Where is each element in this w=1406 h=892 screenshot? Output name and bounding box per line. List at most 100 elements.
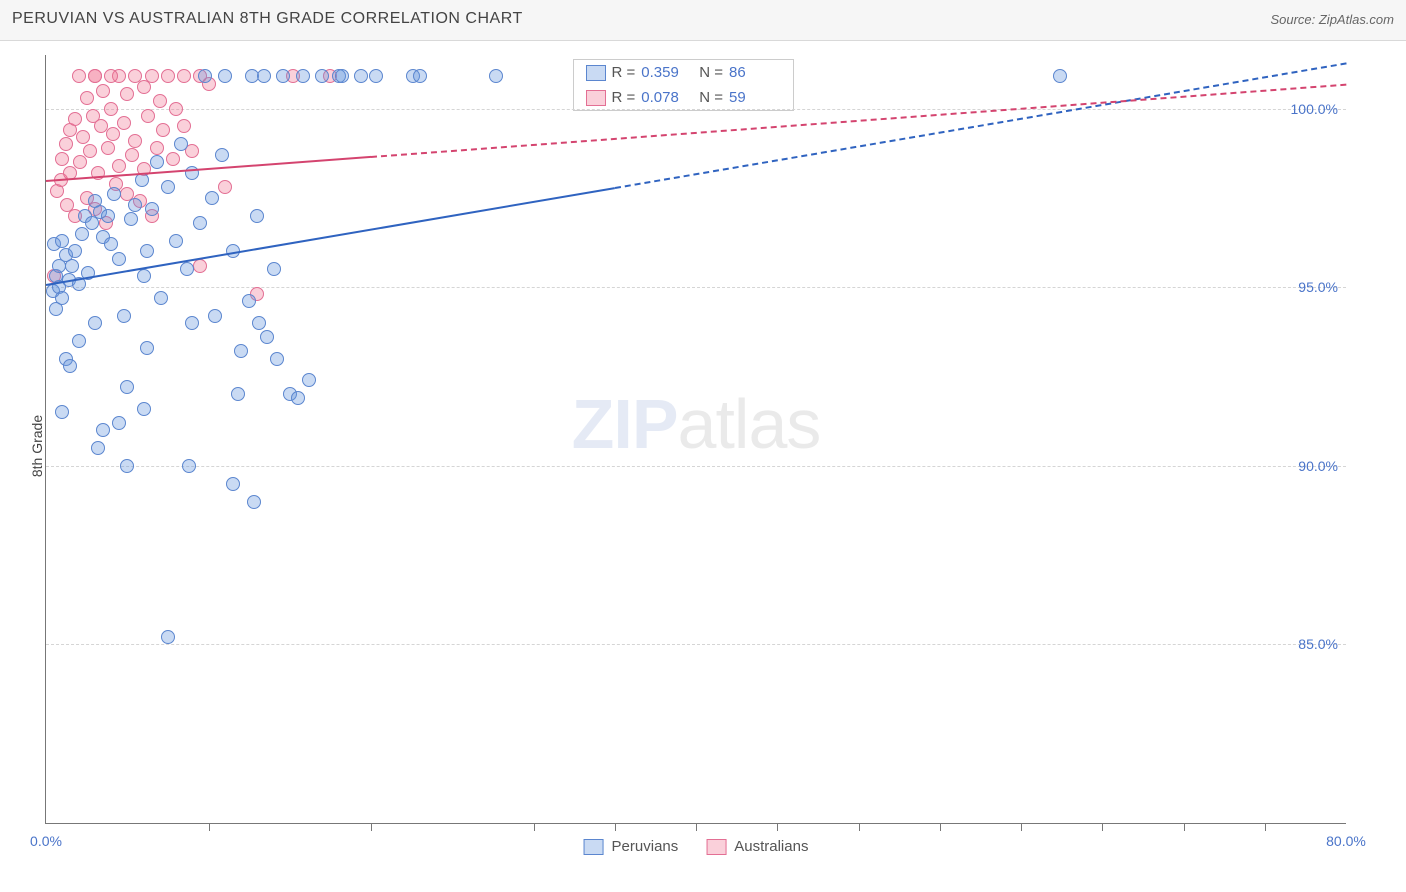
xtick-minor (1021, 823, 1022, 831)
point-peruvians (369, 69, 383, 83)
scatter-plot-area: ZIPatlas R = 0.359 N = 86 R = 0.078 N = … (45, 55, 1346, 824)
point-peruvians (88, 316, 102, 330)
point-peruvians (117, 309, 131, 323)
point-peruvians (335, 69, 349, 83)
point-peruvians (1053, 69, 1067, 83)
xtick-minor (1102, 823, 1103, 831)
xtick-minor (209, 823, 210, 831)
gridline-h (46, 644, 1346, 645)
legend-swatch-peruvians (586, 65, 606, 81)
point-australians (68, 112, 82, 126)
point-peruvians (489, 69, 503, 83)
point-peruvians (291, 391, 305, 405)
series-label-australians: Australians (734, 838, 808, 855)
xtick-label: 80.0% (1326, 833, 1366, 849)
point-peruvians (137, 402, 151, 416)
gridline-h (46, 466, 1346, 467)
point-australians (88, 69, 102, 83)
point-peruvians (128, 198, 142, 212)
xtick-minor (1184, 823, 1185, 831)
point-australians (72, 69, 86, 83)
gridline-h (46, 109, 1346, 110)
legend-swatch-australians (586, 90, 606, 106)
point-peruvians (185, 316, 199, 330)
point-peruvians (120, 380, 134, 394)
point-peruvians (154, 291, 168, 305)
r-value-australians: 0.078 (641, 89, 693, 106)
point-australians (55, 152, 69, 166)
gridline-h (46, 287, 1346, 288)
point-australians (125, 148, 139, 162)
point-australians (104, 69, 118, 83)
point-peruvians (112, 252, 126, 266)
point-australians (141, 109, 155, 123)
ytick-label: 90.0% (1298, 458, 1338, 474)
xtick-minor (940, 823, 941, 831)
point-peruvians (234, 344, 248, 358)
point-australians (104, 102, 118, 116)
point-australians (177, 119, 191, 133)
legend-swatch-australians-icon (706, 839, 726, 855)
point-peruvians (208, 309, 222, 323)
source-prefix: Source: (1270, 12, 1318, 27)
point-peruvians (169, 234, 183, 248)
point-peruvians (68, 244, 82, 258)
point-peruvians (182, 459, 196, 473)
correlation-legend: R = 0.359 N = 86 R = 0.078 N = 59 (573, 59, 795, 111)
point-peruvians (250, 209, 264, 223)
point-peruvians (63, 359, 77, 373)
point-peruvians (296, 69, 310, 83)
n-label: N = (699, 89, 723, 106)
point-peruvians (413, 69, 427, 83)
ytick-label: 100.0% (1291, 101, 1338, 117)
point-peruvians (174, 137, 188, 151)
point-peruvians (96, 423, 110, 437)
xtick-minor (615, 823, 616, 831)
point-peruvians (145, 202, 159, 216)
point-australians (145, 69, 159, 83)
xtick-minor (859, 823, 860, 831)
chart-title: PERUVIAN VS AUSTRALIAN 8TH GRADE CORRELA… (12, 10, 523, 28)
point-peruvians (231, 387, 245, 401)
watermark-part1: ZIP (572, 385, 678, 463)
point-peruvians (120, 459, 134, 473)
point-australians (120, 87, 134, 101)
point-peruvians (140, 341, 154, 355)
point-peruvians (55, 405, 69, 419)
xtick-minor (777, 823, 778, 831)
point-peruvians (193, 216, 207, 230)
point-peruvians (302, 373, 316, 387)
y-axis-label: 8th Grade (29, 415, 45, 477)
point-peruvians (161, 630, 175, 644)
point-australians (80, 91, 94, 105)
point-australians (161, 69, 175, 83)
xtick-minor (534, 823, 535, 831)
point-peruvians (161, 180, 175, 194)
point-peruvians (242, 294, 256, 308)
point-australians (193, 259, 207, 273)
point-peruvians (270, 352, 284, 366)
r-value-peruvians: 0.359 (641, 64, 693, 81)
series-legend: Peruvians Australians (584, 838, 809, 855)
point-australians (96, 84, 110, 98)
point-peruvians (354, 69, 368, 83)
point-peruvians (140, 244, 154, 258)
n-value-australians: 59 (729, 89, 781, 106)
xtick-minor (371, 823, 372, 831)
point-peruvians (267, 262, 281, 276)
r-label: R = (612, 89, 636, 106)
chart-header: PERUVIAN VS AUSTRALIAN 8TH GRADE CORRELA… (0, 0, 1406, 41)
point-peruvians (257, 69, 271, 83)
point-australians (128, 134, 142, 148)
point-peruvians (55, 234, 69, 248)
ytick-label: 85.0% (1298, 636, 1338, 652)
point-australians (218, 180, 232, 194)
point-peruvians (215, 148, 229, 162)
point-peruvians (104, 237, 118, 251)
point-peruvians (260, 330, 274, 344)
point-australians (150, 141, 164, 155)
point-peruvians (180, 262, 194, 276)
watermark-part2: atlas (678, 385, 821, 463)
point-peruvians (124, 212, 138, 226)
point-peruvians (101, 209, 115, 223)
